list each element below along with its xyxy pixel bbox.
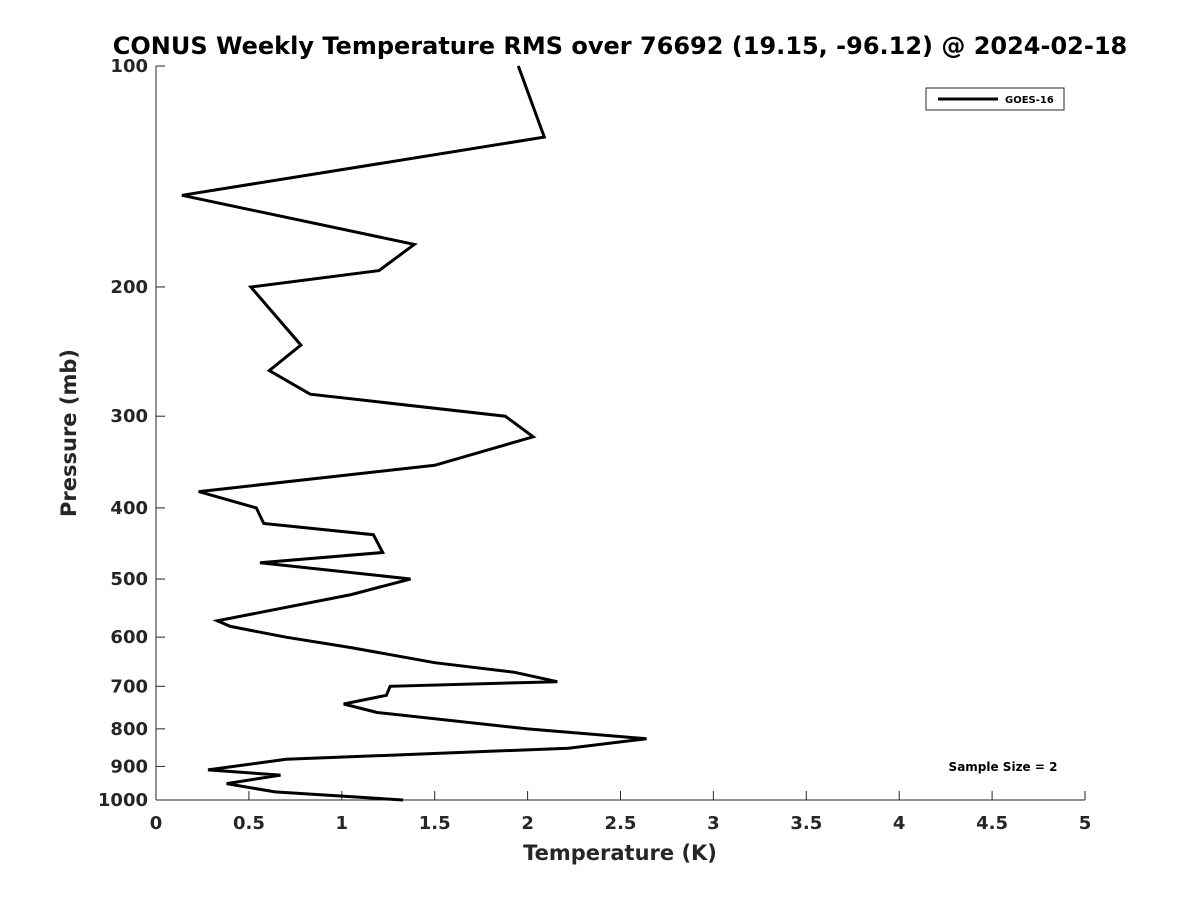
x-tick-label: 3.5	[790, 813, 822, 834]
y-tick-label: 700	[110, 676, 148, 697]
y-tick-label: 500	[110, 569, 148, 590]
y-tick-label: 100	[110, 56, 148, 77]
x-tick-label: 2.5	[605, 813, 637, 834]
legend: GOES-16	[925, 87, 1065, 111]
y-tick-label: 1000	[98, 790, 148, 811]
series-line-goes-16	[181, 65, 647, 802]
x-tick-label: 2	[521, 813, 534, 834]
y-tick-label: 200	[110, 277, 148, 298]
x-tick-label: 5	[1079, 813, 1092, 834]
y-tick-label: 600	[110, 627, 148, 648]
x-tick-label: 3	[707, 813, 720, 834]
x-tick-label: 1.5	[419, 813, 451, 834]
y-tick-label: 300	[110, 406, 148, 427]
x-tick-label: 4	[893, 813, 906, 834]
x-tick-label: 4.5	[976, 813, 1008, 834]
sample-size-annotation: Sample Size = 2	[949, 760, 1058, 774]
legend-entry-goes-16: GOES-16	[1005, 95, 1054, 106]
x-tick-label: 1	[336, 813, 349, 834]
y-tick-label: 800	[110, 719, 148, 740]
y-axis-ticks: 100 200 300 400 500 600 700 800 900 1000	[98, 56, 165, 811]
x-axis-label: Temperature (K)	[523, 841, 717, 865]
y-tick-label: 900	[110, 756, 148, 777]
x-axis-ticks: 0 0.5 1 1.5 2 2.5 3 3.5 4 4.5 5	[150, 791, 1092, 834]
x-tick-label: 0.5	[233, 813, 265, 834]
chart-title: CONUS Weekly Temperature RMS over 76692 …	[113, 32, 1127, 60]
y-tick-label: 400	[110, 498, 148, 519]
x-tick-label: 0	[150, 813, 163, 834]
y-axis-label: Pressure (mb)	[57, 349, 81, 517]
series-layer	[181, 65, 647, 802]
